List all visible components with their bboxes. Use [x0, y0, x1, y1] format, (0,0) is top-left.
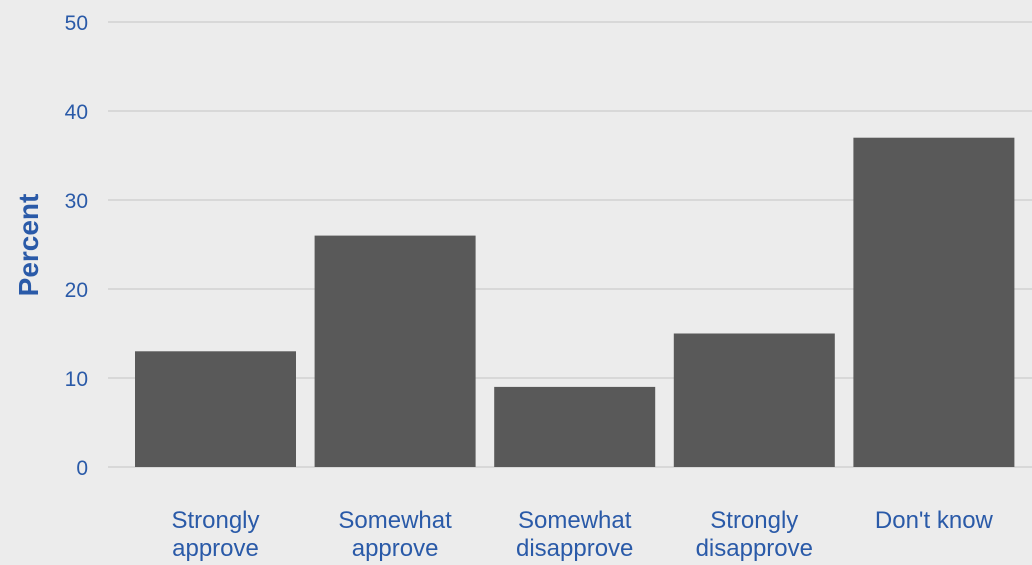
x-category-label-line: Somewhat: [518, 507, 632, 534]
x-category-label-1: Somewhat approve: [338, 507, 452, 562]
x-category-label-line: Somewhat: [338, 507, 452, 534]
y-tick-label-20: 20: [65, 279, 88, 302]
y-axis-title: Percent: [13, 194, 44, 297]
y-tick-label-10: 10: [65, 368, 88, 391]
bar-4: [853, 137, 1015, 467]
y-tick-label-40: 40: [65, 101, 88, 124]
x-category-label-line: Strongly: [171, 507, 259, 534]
x-category-label-line: Strongly: [710, 507, 798, 534]
x-category-label-0: Strongly approve: [171, 507, 259, 562]
y-tick-label-0: 0: [76, 457, 88, 480]
x-category-label-line: disapprove: [696, 535, 813, 562]
bar-1: [314, 235, 476, 467]
x-category-label-4: Don't know: [875, 507, 994, 534]
bar-0: [135, 351, 296, 467]
y-tick-labels: 0 10 20 30 40 50: [65, 12, 88, 480]
y-tick-label-30: 30: [65, 190, 88, 213]
x-category-label-line: disapprove: [516, 535, 633, 562]
x-category-label-line: approve: [352, 535, 439, 562]
bar-2: [494, 386, 656, 467]
bar-3: [673, 333, 835, 467]
x-category-label-line: approve: [172, 535, 259, 562]
y-tick-label-50: 50: [65, 12, 88, 35]
x-category-label-line: Don't know: [875, 507, 994, 534]
bar-layer: [135, 137, 1015, 467]
x-category-label-2: Somewhat disapprove: [516, 507, 633, 562]
x-category-label-3: Strongly disapprove: [696, 507, 813, 562]
